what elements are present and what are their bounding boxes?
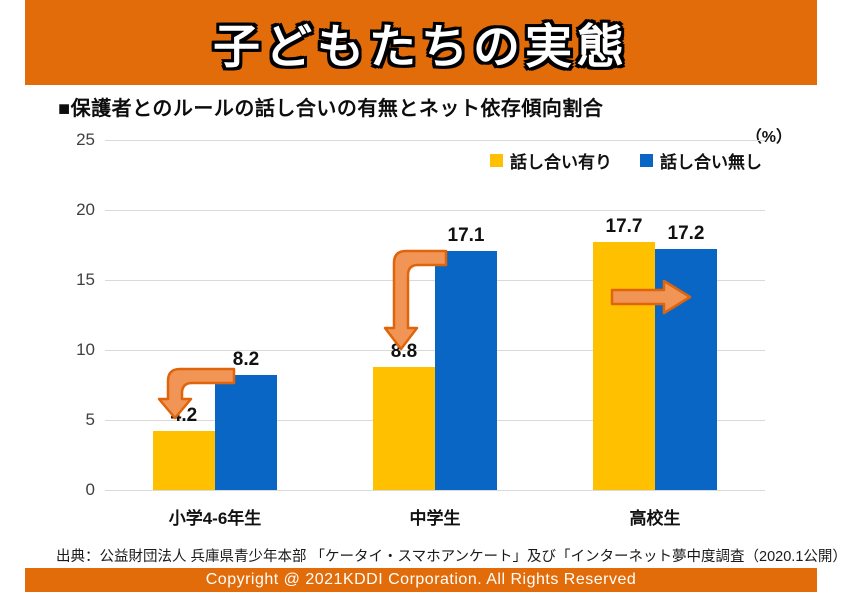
legend-swatch-blue-icon xyxy=(640,154,653,167)
legend-item-without-discussion: 話し合い無し xyxy=(640,148,762,173)
bar-value-label: 17.2 xyxy=(667,223,705,245)
header-banner: 子どもたちの実態 xyxy=(25,0,817,85)
legend-swatch-yellow-icon xyxy=(490,154,503,167)
y-axis-tick-label: 5 xyxy=(85,410,95,429)
chart-title: ■保護者とのルールの話し合いの有無とネット依存傾向割合 xyxy=(58,98,604,120)
bar-value-label: 8.2 xyxy=(232,349,260,371)
bar-chart-plot: 0 5 10 15 20 25 4.2 8.2 小学4-6年生 8.8 17.1 中学生 17.7 17.… xyxy=(76,130,765,528)
legend-label-without-discussion: 話し合い無し xyxy=(660,153,762,172)
gridline xyxy=(105,490,765,491)
bar-with-discussion xyxy=(153,431,215,490)
y-axis-tick-label: 20 xyxy=(76,200,95,219)
y-axis-tick-label: 10 xyxy=(76,340,95,359)
y-axis-tick-label: 15 xyxy=(76,270,95,289)
unit-label: （%） xyxy=(745,129,792,146)
right-arrow-icon-high-school xyxy=(610,279,692,315)
slide-title: 子どもたちの実態 xyxy=(213,20,629,73)
gridline xyxy=(105,210,765,211)
legend-item-with-discussion: 話し合い有り xyxy=(490,148,612,173)
legend-label-with-discussion: 話し合い有り xyxy=(510,153,612,172)
bar-value-label: 17.1 xyxy=(447,224,485,246)
category-label: 中学生 xyxy=(409,509,461,528)
bar-with-discussion xyxy=(373,366,435,490)
bar-value-label: 17.7 xyxy=(605,216,643,238)
y-axis-tick-label: 0 xyxy=(85,480,95,499)
copyright-text: Copyright @ 2021KDDI Corporation. All Ri… xyxy=(205,571,637,588)
source-note: 出典：公益財団法人 兵庫県青少年本部 「ケータイ・スマホアンケート」及び「インタ… xyxy=(56,549,842,565)
y-axis-tick-label: 25 xyxy=(76,130,95,149)
drop-arrow-icon-junior-high xyxy=(383,249,448,351)
footer-bar: Copyright @ 2021KDDI Corporation. All Ri… xyxy=(25,568,817,592)
bar-without-discussion xyxy=(435,250,497,490)
legend: 話し合い有り 話し合い無し xyxy=(490,148,762,173)
bar-without-discussion xyxy=(215,375,277,490)
drop-arrow-icon-elementary xyxy=(157,367,236,420)
bar-with-discussion xyxy=(593,242,655,490)
category-label: 高校生 xyxy=(629,509,681,528)
gridline xyxy=(105,140,765,141)
category-label: 小学4-6年生 xyxy=(168,509,262,528)
